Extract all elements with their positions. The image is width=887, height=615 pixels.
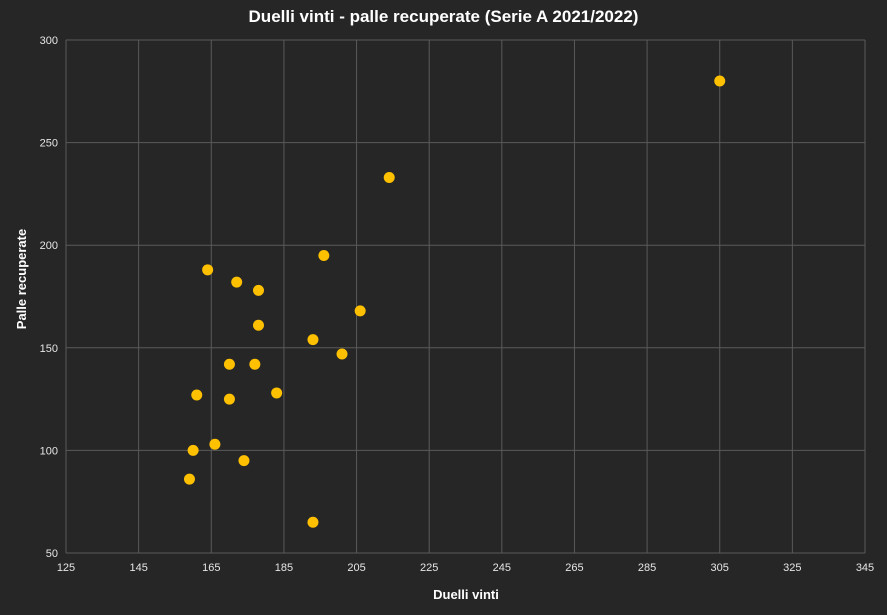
x-tick-label: 325 [783,562,801,574]
y-tick-label: 50 [46,548,58,560]
y-tick-label: 250 [40,138,58,150]
data-point [191,389,203,401]
data-point [249,358,261,370]
y-tick-label: 150 [40,343,58,355]
x-tick-label: 145 [129,562,147,574]
data-point [714,75,726,87]
data-point [336,348,348,360]
data-point [383,171,395,183]
x-axis-label: Duelli vinti [433,587,499,602]
x-tick-label: 165 [202,562,220,574]
data-point [209,438,221,450]
data-point [252,319,264,331]
x-tick-label: 245 [493,562,511,574]
y-tick-label: 300 [40,35,58,47]
x-tick-label: 305 [711,562,729,574]
data-point [223,393,235,405]
data-point [307,334,319,346]
y-tick-label: 200 [40,240,58,252]
x-tick-label: 205 [347,562,365,574]
data-point [187,444,199,456]
x-tick-label: 185 [275,562,293,574]
y-axis-label: Palle recuperate [14,229,29,329]
data-point [252,284,264,296]
data-point [202,264,214,276]
data-point [354,305,366,317]
x-tick-label: 345 [856,562,874,574]
grid-lines [65,39,866,554]
data-point [223,358,235,370]
y-tick-label: 100 [40,445,58,457]
data-point [238,455,250,467]
data-point [307,516,319,528]
x-tick-label: 225 [420,562,438,574]
data-points [183,75,726,528]
x-tick-label: 285 [638,562,656,574]
x-tick-label: 125 [57,562,75,574]
x-tick-labels: 125 145 165 185 205 225 245 265 285 305 325 345 [57,562,874,574]
chart-title: Duelli vinti - palle recuperate (Serie A… [249,7,639,26]
data-point [231,276,243,288]
y-tick-labels: 50 100 150 200 250 300 [40,35,58,560]
data-point [318,249,330,261]
x-tick-label: 265 [565,562,583,574]
data-point [271,387,283,399]
data-point [183,473,195,485]
